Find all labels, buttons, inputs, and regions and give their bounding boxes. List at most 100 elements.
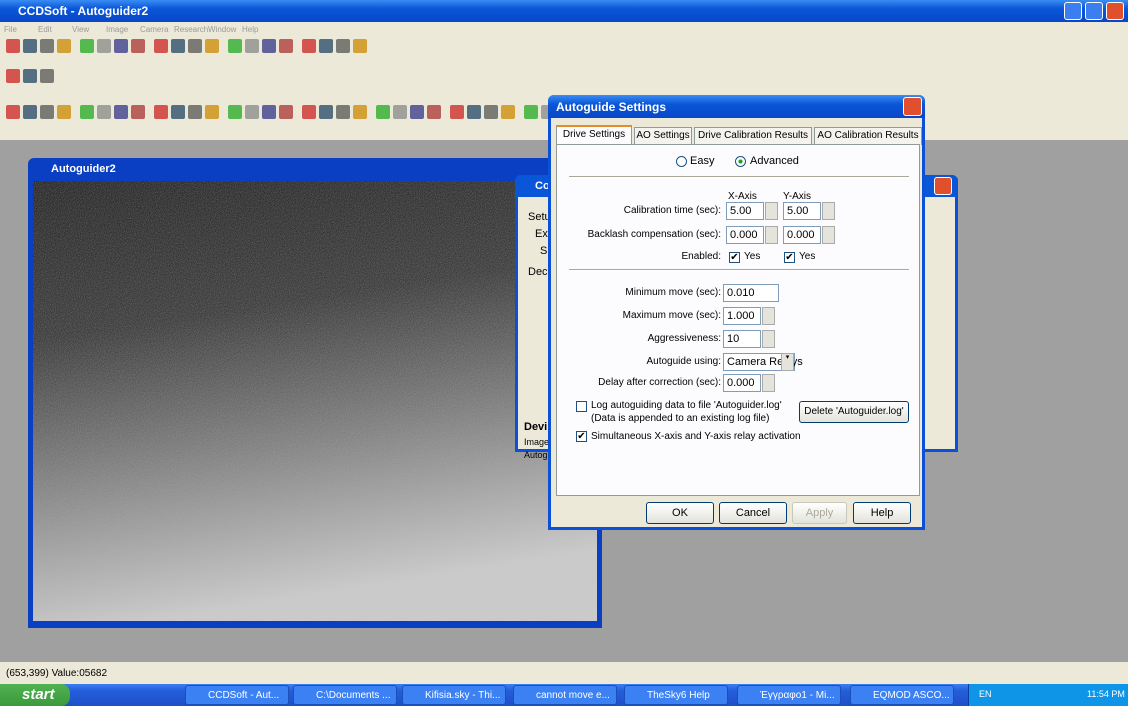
dialog-close[interactable]: [903, 97, 922, 116]
tab[interactable]: Drive Calibration Results: [694, 127, 812, 145]
checkbox[interactable]: [576, 401, 587, 412]
taskbar-item[interactable]: C:\Documents ...: [293, 685, 397, 705]
radio-advanced[interactable]: [735, 156, 746, 167]
toolbar-icon[interactable]: [245, 105, 259, 119]
toolbar-icon[interactable]: [467, 105, 481, 119]
ok-button[interactable]: OK: [646, 502, 714, 524]
taskbar-item[interactable]: cannot move e...: [513, 685, 617, 705]
toolbar-icon[interactable]: [302, 105, 316, 119]
tab[interactable]: Drive Settings: [556, 125, 632, 145]
menu-item[interactable]: File: [4, 23, 17, 36]
checkbox[interactable]: ✔: [784, 252, 795, 263]
toolbar-icon[interactable]: [97, 39, 111, 53]
text-box[interactable]: 0.000: [723, 374, 761, 392]
text-box[interactable]: 0.010: [723, 284, 779, 302]
close-button[interactable]: [1106, 2, 1124, 20]
radio-easy[interactable]: [676, 156, 687, 167]
menu-item[interactable]: Edit: [38, 23, 52, 36]
toolbar-icon[interactable]: [376, 105, 390, 119]
text-box[interactable]: 5.00: [726, 202, 764, 220]
toolbar-icon[interactable]: [319, 105, 333, 119]
menu-item[interactable]: View: [72, 23, 89, 36]
taskbar-item[interactable]: Kifisia.sky - Thi...: [402, 685, 506, 705]
checkbox[interactable]: ✔: [576, 431, 587, 442]
toolbar-icon[interactable]: [524, 105, 538, 119]
spinner[interactable]: [762, 374, 775, 392]
toolbar-icon[interactable]: [188, 39, 202, 53]
minimize-button[interactable]: [1064, 2, 1082, 20]
toolbar-icon[interactable]: [6, 105, 20, 119]
text-box[interactable]: 1.000: [723, 307, 761, 325]
text-box[interactable]: 5.00: [783, 202, 821, 220]
tab[interactable]: AO Settings: [634, 127, 692, 145]
toolbar-icon[interactable]: [80, 39, 94, 53]
spinner[interactable]: [765, 226, 778, 244]
toolbar-icon[interactable]: [262, 39, 276, 53]
checkbox[interactable]: ✔: [729, 252, 740, 263]
menu-item[interactable]: Research: [174, 23, 208, 36]
toolbar-icon[interactable]: [262, 105, 276, 119]
toolbar-icon[interactable]: [353, 105, 367, 119]
spinner[interactable]: ▾: [781, 353, 794, 371]
text-box[interactable]: 0.000: [783, 226, 821, 244]
toolbar-icon[interactable]: [114, 105, 128, 119]
spinner[interactable]: [822, 226, 835, 244]
toolbar-icon[interactable]: [427, 105, 441, 119]
toolbar-icon[interactable]: [171, 39, 185, 53]
toolbar-icon[interactable]: [23, 105, 37, 119]
toolbar-icon[interactable]: [171, 105, 185, 119]
tab[interactable]: AO Calibration Results: [814, 127, 922, 145]
toolbar-icon[interactable]: [40, 69, 54, 83]
toolbar-icon[interactable]: [6, 39, 20, 53]
maximize-button[interactable]: [1085, 2, 1103, 20]
start-button[interactable]: start: [0, 684, 70, 706]
toolbar-icon[interactable]: [6, 69, 20, 83]
taskbar-item[interactable]: EQMOD ASCO...: [850, 685, 954, 705]
toolbar-icon[interactable]: [484, 105, 498, 119]
spinner[interactable]: [762, 330, 775, 348]
toolbar-icon[interactable]: [279, 39, 293, 53]
toolbar-icon[interactable]: [228, 105, 242, 119]
toolbar-icon[interactable]: [23, 69, 37, 83]
toolbar-icon[interactable]: [97, 105, 111, 119]
toolbar-icon[interactable]: [302, 39, 316, 53]
taskbar-item[interactable]: Έγγραφο1 - Mi...: [737, 685, 841, 705]
toolbar-icon[interactable]: [188, 105, 202, 119]
toolbar-icon[interactable]: [279, 105, 293, 119]
toolbar-icon[interactable]: [336, 105, 350, 119]
help-button[interactable]: Help: [853, 502, 911, 524]
toolbar-icon[interactable]: [154, 39, 168, 53]
toolbar-icon[interactable]: [450, 105, 464, 119]
toolbar-icon[interactable]: [23, 39, 37, 53]
toolbar-icon[interactable]: [57, 39, 71, 53]
text-box[interactable]: 10: [723, 330, 761, 348]
toolbar-icon[interactable]: [228, 39, 242, 53]
toolbar-icon[interactable]: [501, 105, 515, 119]
toolbar-icon[interactable]: [410, 105, 424, 119]
toolbar-icon[interactable]: [40, 105, 54, 119]
spinner[interactable]: [822, 202, 835, 220]
cancel-button[interactable]: Cancel: [719, 502, 787, 524]
toolbar-icon[interactable]: [57, 105, 71, 119]
toolbar-icon[interactable]: [336, 39, 350, 53]
toolbar-icon[interactable]: [131, 39, 145, 53]
toolbar-icon[interactable]: [80, 105, 94, 119]
toolbar-icon[interactable]: [205, 105, 219, 119]
toolbar-icon[interactable]: [319, 39, 333, 53]
toolbar-icon[interactable]: [131, 105, 145, 119]
text-box[interactable]: 0.000: [726, 226, 764, 244]
taskbar-item[interactable]: TheSky6 Help: [624, 685, 728, 705]
menu-item[interactable]: Camera: [140, 23, 168, 36]
menu-item[interactable]: Window: [208, 23, 236, 36]
menu-item[interactable]: Help: [242, 23, 258, 36]
spinner[interactable]: [762, 307, 775, 325]
toolbar-icon[interactable]: [245, 39, 259, 53]
toolbar-icon[interactable]: [40, 39, 54, 53]
toolbar-icon[interactable]: [114, 39, 128, 53]
toolbar-icon[interactable]: [393, 105, 407, 119]
spinner[interactable]: [765, 202, 778, 220]
toolbar-icon[interactable]: [205, 39, 219, 53]
toolbar-icon[interactable]: [154, 105, 168, 119]
bg-close[interactable]: [934, 177, 952, 195]
taskbar-item[interactable]: CCDSoft - Aut...: [185, 685, 289, 705]
